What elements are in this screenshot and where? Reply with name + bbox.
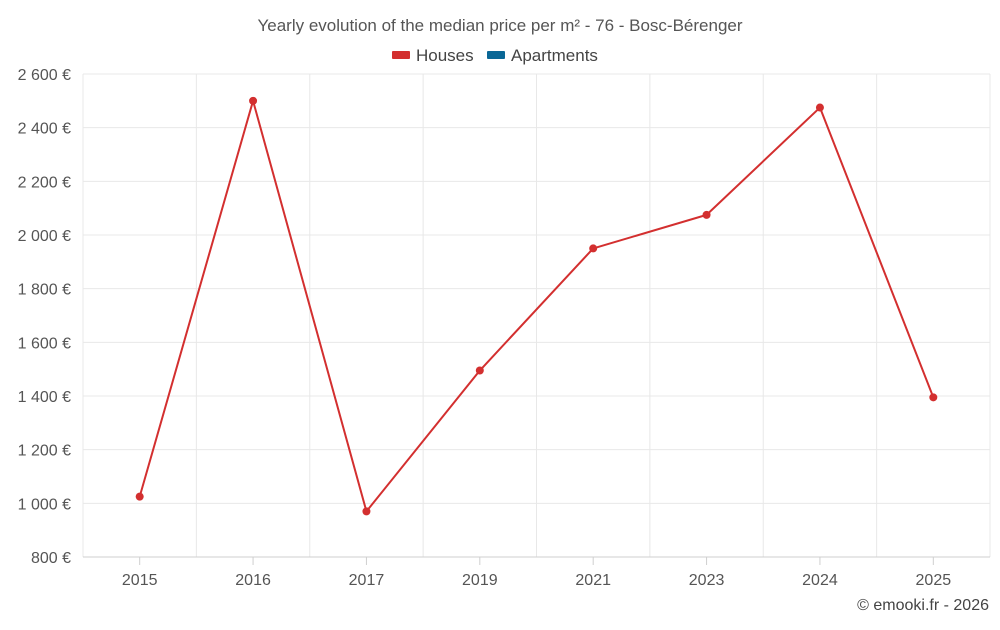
- y-tick-label-1800: 1 800 €: [18, 282, 71, 299]
- credit-text: © emooki.fr - 2026: [857, 597, 989, 614]
- data-point-houses-2025[interactable]: [929, 393, 938, 402]
- y-tick-label-1600: 1 600 €: [18, 335, 71, 352]
- x-tick-label-2025: 2025: [916, 572, 952, 589]
- legend-swatch-houses: [392, 51, 410, 59]
- y-tick-label-2000: 2 000 €: [18, 228, 71, 245]
- legend-item-houses[interactable]: Houses: [392, 46, 474, 65]
- x-tick-label-2019: 2019: [462, 572, 498, 589]
- data-point-houses-2024[interactable]: [815, 103, 824, 112]
- axis-layer: 800 € 1 000 € 1 200 € 1 400 € 1 600 € 1 800 €…: [18, 67, 990, 589]
- data-point-houses-2023[interactable]: [702, 210, 711, 219]
- chart-title: Yearly evolution of the median price per…: [257, 16, 742, 35]
- y-tick-label-1200: 1 200 €: [18, 443, 71, 460]
- data-point-houses-2017[interactable]: [362, 507, 371, 516]
- data-point-houses-2021[interactable]: [589, 244, 598, 253]
- legend-label-houses: Houses: [416, 46, 474, 65]
- data-point-houses-2015[interactable]: [135, 492, 144, 501]
- series-layer: [135, 96, 938, 516]
- data-point-houses-2019[interactable]: [475, 366, 484, 375]
- y-tick-label-2400: 2 400 €: [18, 121, 71, 138]
- x-tick-label-2015: 2015: [122, 572, 158, 589]
- x-tick-label-2021: 2021: [575, 572, 611, 589]
- series-line-houses: [138, 99, 935, 513]
- legend-item-apartments[interactable]: Apartments: [487, 46, 598, 65]
- y-tick-label-2200: 2 200 €: [18, 174, 71, 191]
- y-tick-label-800: 800 €: [31, 550, 71, 567]
- y-tick-label-1000: 1 000 €: [18, 496, 71, 513]
- legend: Houses Apartments: [392, 46, 598, 65]
- legend-swatch-apartments: [487, 51, 505, 59]
- legend-label-apartments: Apartments: [511, 46, 598, 65]
- x-tick-label-2017: 2017: [349, 572, 385, 589]
- x-tick-label-2023: 2023: [689, 572, 725, 589]
- x-tick-label-2024: 2024: [802, 572, 838, 589]
- x-tick-label-2016: 2016: [235, 572, 271, 589]
- y-tick-label-1400: 1 400 €: [18, 389, 71, 406]
- data-point-houses-2016[interactable]: [249, 96, 258, 105]
- grid-layer: [82, 73, 991, 557]
- y-tick-label-2600: 2 600 €: [18, 67, 71, 84]
